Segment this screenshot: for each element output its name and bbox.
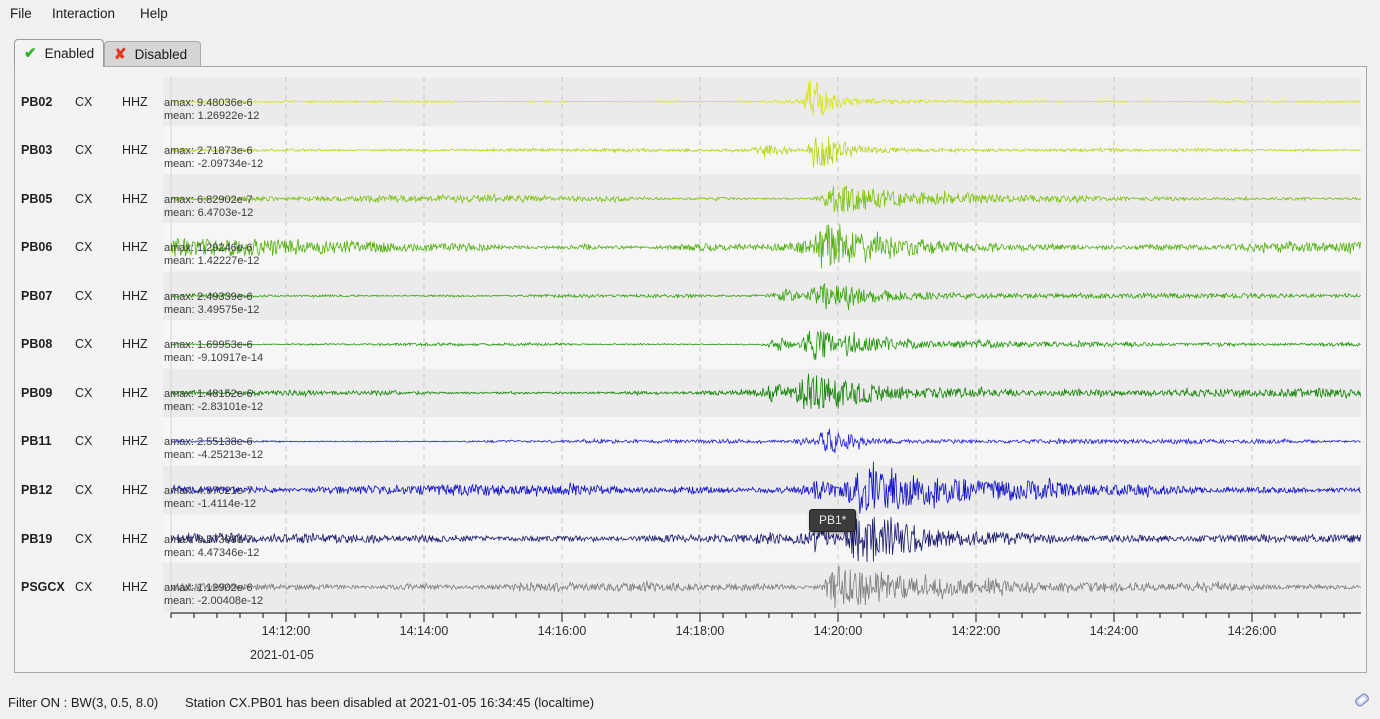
network-label: CX — [75, 288, 93, 303]
statusbar-filter-text: Filter ON : BW(3, 0.5, 8.0) — [8, 695, 159, 710]
amax-label: amax: 1.69953e-6 — [164, 339, 253, 352]
network-label: CX — [75, 531, 93, 546]
date-label: 2021-01-05 — [250, 648, 314, 662]
cross-icon: ✘ — [114, 46, 127, 63]
network-label: CX — [75, 94, 93, 109]
channel-label: HHZ — [122, 288, 148, 303]
mean-label: mean: 6.4703e-12 — [164, 206, 254, 219]
channel-label: HHZ — [122, 337, 148, 352]
network-label: CX — [75, 337, 93, 352]
network-label: CX — [75, 580, 93, 595]
tab-enabled[interactable]: ✔ Enabled — [14, 39, 104, 67]
network-label: CX — [75, 483, 93, 497]
waveform-trace-PB11[interactable] — [170, 428, 1361, 454]
amax-label: amax: 2.49339e-6 — [164, 290, 253, 303]
menu-help[interactable]: Help — [140, 6, 168, 21]
pin-icon[interactable] — [1352, 690, 1372, 710]
time-tick-label: 14:14:00 — [399, 624, 449, 638]
tab-disabled[interactable]: ✘ Disabled — [104, 41, 201, 67]
tab-enabled-label: Enabled — [44, 46, 95, 61]
waveform-traces — [170, 79, 1361, 609]
amax-label: amax: 9.48036e-6 — [164, 96, 253, 109]
amax-label: amax: 1.12902e-6 — [164, 582, 253, 595]
waveform-trace-PB12[interactable] — [170, 461, 1361, 514]
network-label: CX — [75, 385, 93, 400]
channel-label: HHZ — [122, 434, 148, 449]
amax-label: amax: 1.29246e-6 — [164, 242, 253, 255]
time-tick-label: 14:24:00 — [1089, 624, 1139, 638]
check-icon: ✔ — [24, 45, 37, 62]
channel-label: HHZ — [122, 191, 148, 206]
time-axis — [170, 612, 1361, 622]
mean-label: mean: 4.47346e-12 — [164, 546, 260, 559]
mean-label: mean: -9.10917e-14 — [164, 352, 264, 365]
time-tick-label: 14:12:00 — [261, 624, 311, 638]
waveform-trace-PB19[interactable] — [170, 516, 1361, 563]
station-label-PB19: PB19 — [21, 531, 53, 546]
hover-tooltip: PB1* — [809, 509, 857, 532]
tab-disabled-label: Disabled — [134, 47, 188, 62]
station-label-PSGCX: PSGCX — [21, 580, 65, 595]
network-label: CX — [75, 434, 93, 449]
channel-label: HHZ — [122, 385, 148, 400]
station-label-PB05: PB05 — [21, 191, 53, 206]
time-tick-label: 14:26:00 — [1227, 624, 1277, 638]
amax-label: amax: 6.57308e-7 — [164, 533, 253, 546]
mean-label: mean: -2.09734e-12 — [164, 158, 264, 171]
menu-bar: File Interaction Help — [0, 0, 1380, 30]
waveform-trace-PB03[interactable] — [170, 136, 1361, 168]
row-stripes — [163, 77, 1361, 612]
amax-label: amax: 6.82902e-7 — [164, 193, 253, 206]
mean-label: mean: 1.26922e-12 — [164, 109, 260, 122]
mean-label: mean: -2.00408e-12 — [164, 595, 264, 608]
waveform-trace-PB09[interactable] — [170, 373, 1361, 410]
waveform-trace-PSGCX[interactable] — [170, 565, 1361, 609]
time-tick-label: 14:20:00 — [813, 624, 863, 638]
waveform-trace-PB06[interactable] — [170, 224, 1361, 269]
amax-label: amax: 2.71873e-6 — [164, 145, 253, 158]
time-tick-label: 14:16:00 — [537, 624, 587, 638]
network-label: CX — [75, 191, 93, 206]
network-label: CX — [75, 143, 93, 158]
station-label-PB02: PB02 — [21, 94, 53, 109]
time-tick-label: 14:22:00 — [951, 624, 1001, 638]
waveform-trace-PB08[interactable] — [170, 330, 1361, 361]
station-label-PB08: PB08 — [21, 337, 53, 352]
statusbar-message-text: Station CX.PB01 has been disabled at 202… — [185, 695, 595, 710]
amax-label: amax: 4.97021e-7 — [164, 485, 253, 497]
channel-label: HHZ — [122, 143, 148, 158]
menu-file[interactable]: File — [10, 6, 32, 21]
station-label-PB11: PB11 — [21, 434, 52, 449]
mean-label: mean: -4.25213e-12 — [164, 449, 264, 462]
station-label-PB03: PB03 — [21, 143, 53, 158]
waveform-trace-PB05[interactable] — [170, 185, 1361, 213]
amax-label: amax: 2.55138e-6 — [164, 436, 253, 449]
mean-label: mean: 3.49575e-12 — [164, 303, 260, 316]
station-label-PB07: PB07 — [21, 288, 53, 303]
station-label-PB09: PB09 — [21, 385, 53, 400]
channel-label: HHZ — [122, 483, 148, 497]
mean-label: mean: -2.83101e-12 — [164, 400, 264, 413]
channel-label: HHZ — [122, 580, 148, 595]
waveform-trace-PB07[interactable] — [170, 283, 1361, 311]
channel-label: HHZ — [122, 531, 148, 546]
waveform-trace-PB02[interactable] — [170, 79, 1361, 117]
time-tick-label: 14:18:00 — [675, 624, 725, 638]
station-label-PB06: PB06 — [21, 240, 53, 255]
channel-label: HHZ — [122, 94, 148, 109]
amax-label: amax: 1.48152e-6 — [164, 387, 253, 400]
station-label-PB12: PB12 — [21, 483, 53, 497]
mean-label: mean: -1.4114e-12 — [164, 498, 257, 510]
network-label: CX — [75, 240, 93, 255]
menu-interaction[interactable]: Interaction — [52, 6, 116, 21]
channel-label: HHZ — [122, 240, 148, 255]
mean-label: mean: 1.42227e-12 — [164, 255, 260, 268]
waveform-panel: PB1* PB02 CX HHZ amax: 9.48036e-6 mean: 1.26… — [14, 66, 1367, 673]
waveform-plot[interactable] — [15, 67, 1366, 672]
